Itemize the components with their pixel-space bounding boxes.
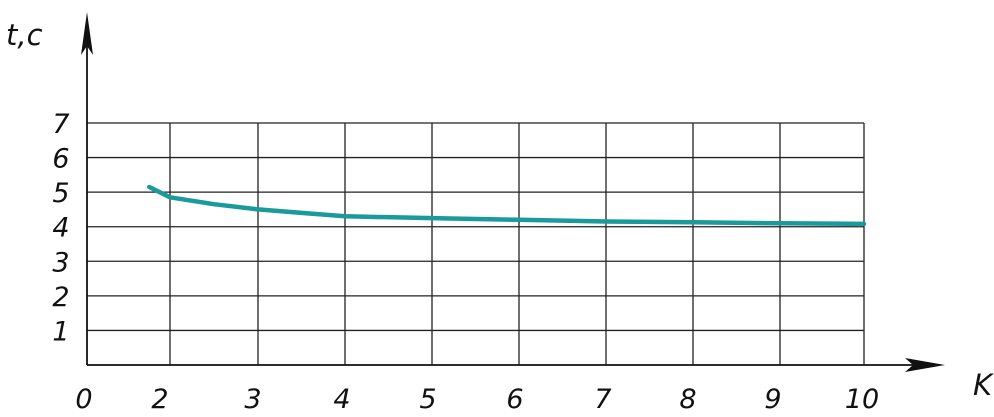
series-layer bbox=[147, 184, 867, 227]
series-line bbox=[147, 184, 867, 227]
y-axis-arrowhead bbox=[81, 12, 93, 55]
grid bbox=[87, 122, 865, 365]
x-tick-label: 10 bbox=[845, 384, 879, 415]
x-tick-label: 4 bbox=[333, 384, 350, 415]
y-tick-label: 7 bbox=[52, 109, 69, 140]
x-tick-labels: 0 2 3 4 5 6 7 8 9 10 bbox=[75, 384, 879, 415]
x-tick-label: 5 bbox=[419, 384, 436, 415]
x-tick-label: 9 bbox=[764, 384, 781, 415]
y-tick-label: 5 bbox=[52, 178, 69, 209]
x-tick-label: 0 bbox=[75, 384, 92, 415]
x-tick-label: 6 bbox=[506, 384, 523, 415]
x-tick-label: 2 bbox=[151, 384, 168, 415]
x-tick-label: 7 bbox=[594, 384, 611, 415]
x-axis-arrowhead bbox=[905, 358, 945, 372]
x-tick-label: 8 bbox=[679, 384, 696, 415]
axes bbox=[81, 12, 945, 372]
y-tick-label: 6 bbox=[52, 144, 69, 175]
y-tick-label: 2 bbox=[52, 282, 69, 313]
x-axis-label: K bbox=[973, 368, 994, 402]
x-tick-label: 3 bbox=[244, 384, 261, 415]
y-tick-label: 4 bbox=[52, 213, 69, 244]
y-tick-label: 1 bbox=[52, 316, 69, 347]
y-tick-label: 3 bbox=[52, 247, 69, 278]
y-axis-label: t,c bbox=[6, 18, 43, 52]
y-tick-labels: 12 34 56 7 bbox=[52, 109, 69, 347]
